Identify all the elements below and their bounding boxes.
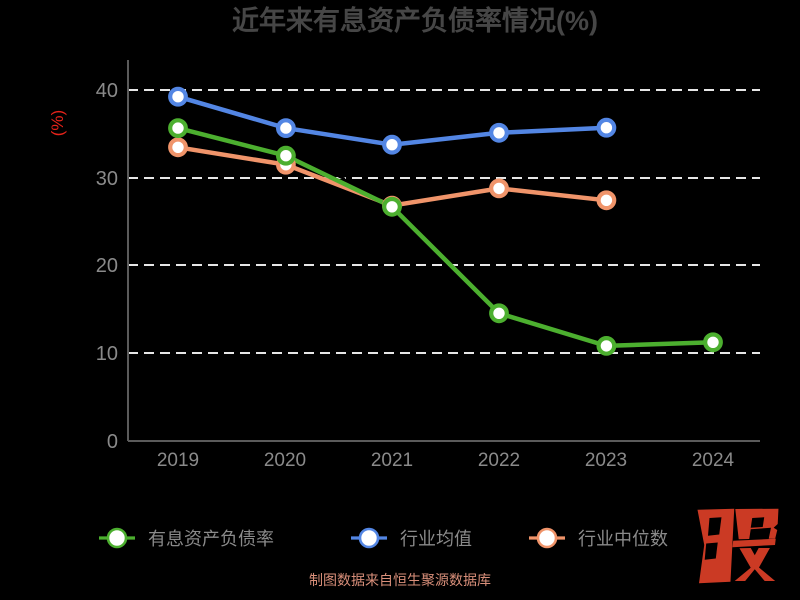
svg-text:10: 10 [96,343,118,365]
svg-text:40: 40 [96,80,118,102]
svg-text:0: 0 [107,431,118,453]
svg-text:2020: 2020 [264,450,306,471]
svg-text:2019: 2019 [157,450,199,471]
svg-text:行业均值: 行业均值 [400,529,472,549]
svg-text:有息资产负债率: 有息资产负债率 [148,529,274,549]
svg-text:行业中位数: 行业中位数 [578,529,668,549]
svg-text:制图数据来自恒生聚源数据库: 制图数据来自恒生聚源数据库 [309,572,491,588]
svg-text:2022: 2022 [478,450,520,471]
svg-text:2023: 2023 [585,450,627,471]
svg-text:2021: 2021 [371,450,413,471]
svg-text:20: 20 [96,255,118,277]
svg-text:(%): (%) [48,110,67,136]
svg-text:近年来有息资产负债率情况(%): 近年来有息资产负债率情况(%) [232,5,598,36]
svg-text:30: 30 [96,168,118,190]
svg-text:2024: 2024 [692,450,735,471]
